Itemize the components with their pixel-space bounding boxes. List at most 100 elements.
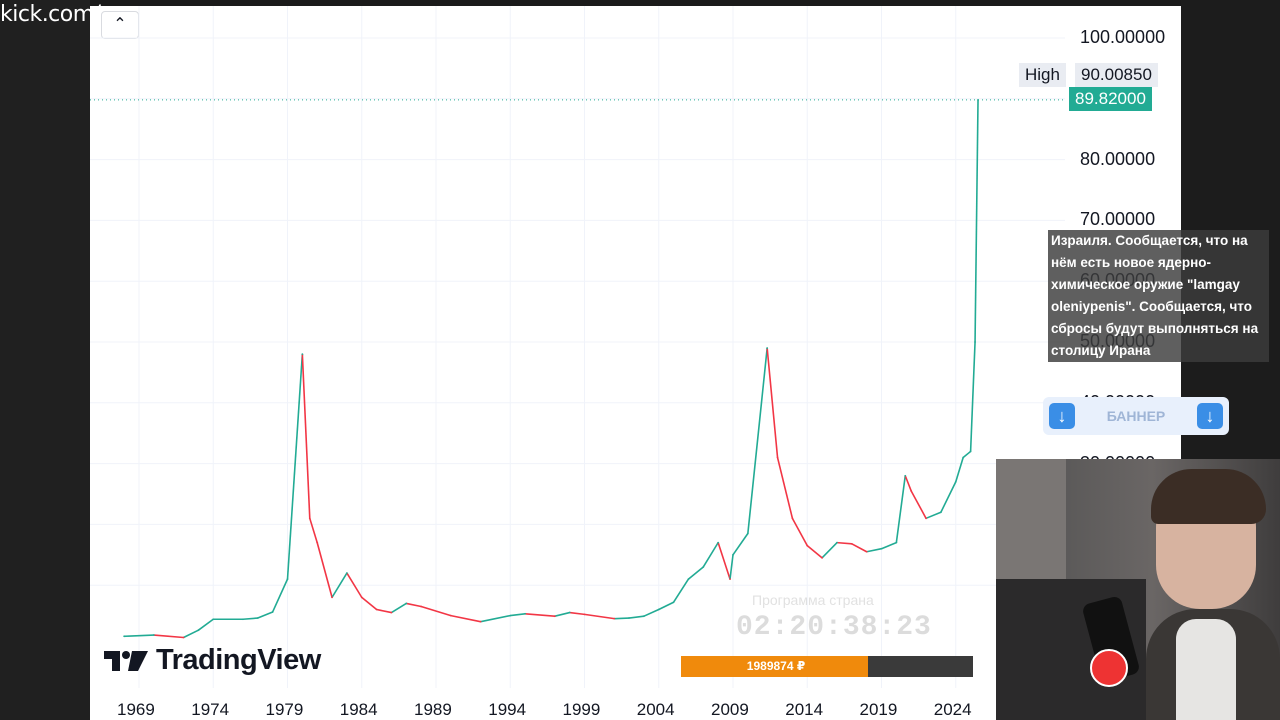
price-segment bbox=[687, 566, 704, 580]
banner[interactable]: ↓ БАННЕР ↓ bbox=[1043, 397, 1229, 435]
x-axis-tick-label: 1994 bbox=[488, 700, 527, 719]
price-point bbox=[212, 618, 215, 621]
price-point bbox=[524, 612, 526, 615]
price-point bbox=[732, 553, 734, 556]
high-value: 90.00850 bbox=[1075, 63, 1158, 87]
price-point bbox=[977, 98, 979, 101]
price-segment bbox=[747, 347, 768, 534]
webcam-streamer-shirt bbox=[1176, 619, 1236, 720]
price-segment bbox=[331, 572, 348, 598]
x-axis-tick-label: 1969 bbox=[117, 700, 155, 719]
price-segment bbox=[643, 608, 660, 617]
price-point bbox=[806, 544, 809, 547]
price-segment bbox=[450, 614, 481, 623]
price-segment bbox=[702, 542, 719, 568]
price-point bbox=[643, 615, 645, 618]
price-segment bbox=[881, 541, 897, 550]
x-axis-tick-label: 1999 bbox=[562, 700, 601, 719]
price-point bbox=[962, 456, 965, 459]
price-segment bbox=[569, 611, 585, 616]
price-point bbox=[242, 618, 244, 621]
price-point bbox=[308, 517, 311, 520]
price-point bbox=[583, 613, 586, 616]
tradingview-logo[interactable]: TradingView bbox=[104, 644, 321, 677]
y-axis-tick-label: 100.00000 bbox=[1080, 27, 1166, 47]
price-segment bbox=[658, 601, 674, 611]
price-segment bbox=[554, 611, 570, 617]
x-axis-tick-label: 1974 bbox=[191, 700, 230, 719]
price-chart-svg bbox=[90, 6, 1065, 688]
price-point bbox=[331, 596, 333, 599]
price-point bbox=[316, 541, 319, 544]
price-point bbox=[123, 635, 126, 638]
y-axis-tick-label: 80.00000 bbox=[1080, 148, 1156, 169]
price-point bbox=[375, 608, 378, 611]
price-point bbox=[974, 341, 976, 343]
price-segment bbox=[376, 608, 392, 614]
price-point bbox=[420, 605, 423, 608]
price-point bbox=[449, 614, 452, 617]
price-point bbox=[613, 617, 616, 620]
price-point bbox=[672, 601, 675, 604]
price-segment bbox=[153, 634, 184, 639]
price-segment bbox=[316, 542, 333, 598]
news-ticker: Израиля. Сообщается, что на нём есть нов… bbox=[1048, 230, 1269, 362]
arrow-down-icon: ↓ bbox=[1049, 403, 1075, 429]
price-segment bbox=[197, 618, 214, 631]
price-point bbox=[904, 474, 907, 477]
price-point bbox=[746, 532, 749, 535]
price-point bbox=[954, 480, 957, 483]
price-point bbox=[197, 629, 200, 632]
price-segment bbox=[124, 634, 154, 638]
price-point bbox=[880, 547, 883, 550]
price-segment bbox=[672, 578, 690, 603]
price-point bbox=[509, 614, 512, 617]
webcam-window-light bbox=[996, 459, 1066, 579]
x-axis-tick-label: 2014 bbox=[785, 700, 824, 719]
donation-progress-fill bbox=[681, 656, 868, 677]
price-segment bbox=[628, 615, 644, 619]
price-point bbox=[346, 572, 348, 574]
price-segment bbox=[391, 602, 407, 614]
price-segment bbox=[821, 542, 838, 559]
price-segment bbox=[420, 605, 452, 617]
price-point bbox=[895, 541, 898, 544]
price-segment bbox=[242, 617, 258, 621]
donation-amount: 1989874 ₽ bbox=[746, 659, 806, 673]
site-url-overlay: kick.com/ bbox=[0, 2, 101, 27]
timer-caption: Программа страна bbox=[752, 592, 874, 608]
arrow-down-icon: ↓ bbox=[1196, 403, 1223, 429]
price-point bbox=[702, 566, 705, 568]
mic-sticker-icon bbox=[1090, 649, 1128, 687]
price-segment bbox=[717, 542, 731, 580]
price-segment bbox=[962, 450, 972, 459]
price-segment bbox=[776, 457, 794, 519]
tradingview-logo-icon bbox=[104, 650, 148, 671]
price-point bbox=[405, 602, 408, 605]
x-axis-tick-label: 2019 bbox=[859, 700, 898, 719]
price-point bbox=[286, 578, 289, 581]
price-point bbox=[568, 611, 571, 614]
price-point bbox=[865, 550, 868, 553]
price-segment bbox=[791, 517, 808, 547]
price-segment bbox=[910, 490, 927, 519]
x-axis-tick-label: 2024 bbox=[933, 700, 972, 719]
price-segment bbox=[614, 617, 630, 620]
price-point bbox=[717, 541, 720, 544]
price-point bbox=[925, 517, 927, 520]
price-point bbox=[657, 608, 660, 611]
price-point bbox=[390, 611, 393, 614]
x-axis-tick-label: 1984 bbox=[339, 700, 378, 719]
price-point bbox=[256, 617, 259, 619]
price-point bbox=[729, 578, 731, 581]
x-axis-tick-label: 1979 bbox=[265, 700, 304, 719]
price-segment bbox=[301, 354, 311, 519]
price-point bbox=[152, 634, 155, 636]
price-point bbox=[182, 636, 185, 639]
price-segment bbox=[480, 614, 511, 623]
price-segment bbox=[974, 99, 979, 343]
price-segment bbox=[766, 348, 779, 458]
price-point bbox=[271, 611, 274, 613]
price-segment bbox=[183, 629, 199, 639]
price-segment bbox=[584, 613, 615, 620]
